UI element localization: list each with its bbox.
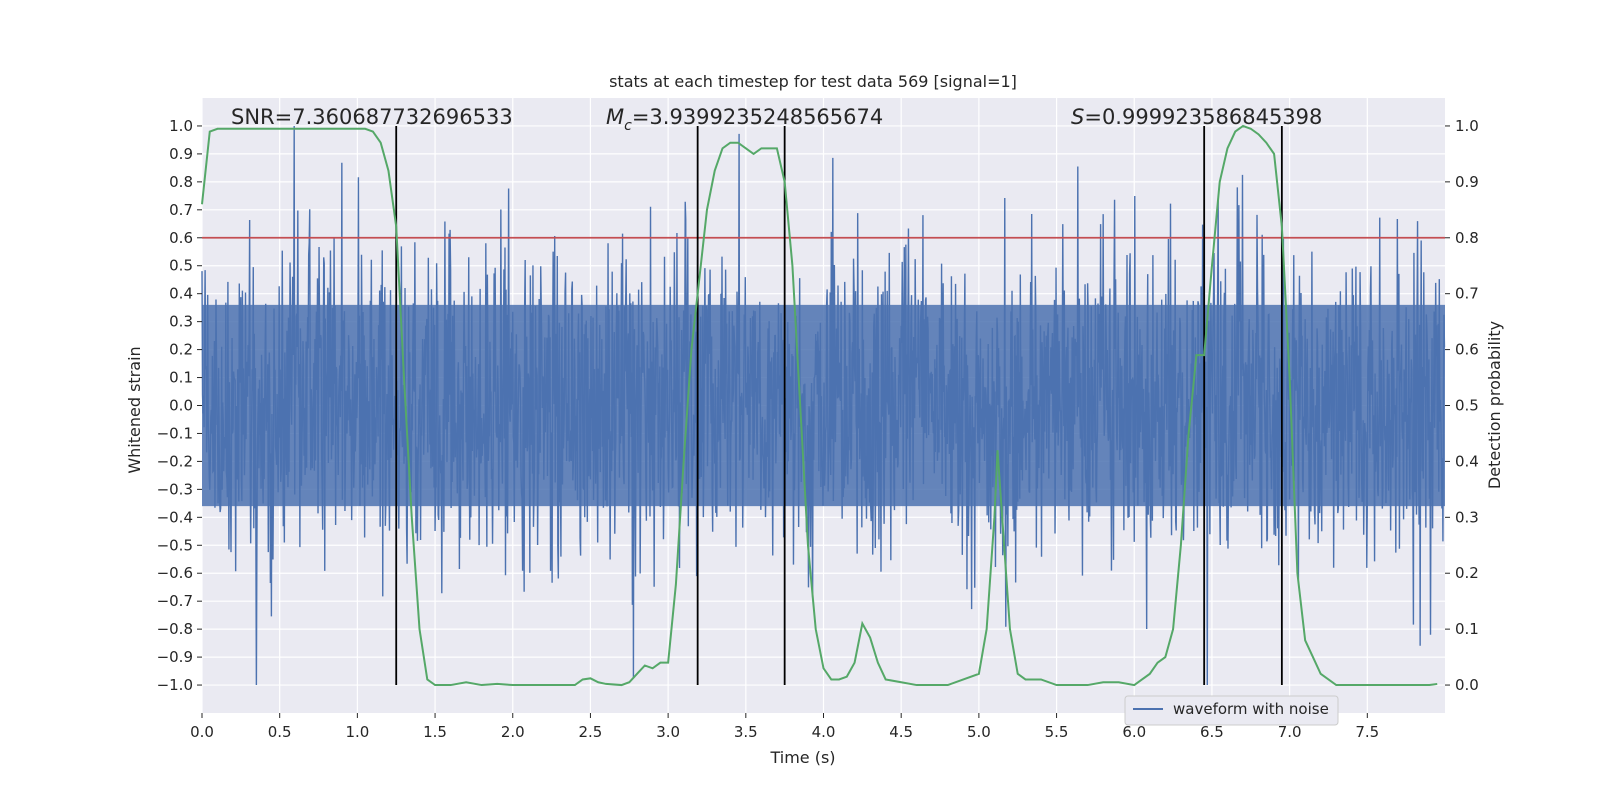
y2-tick-label: 0.1 [1455, 620, 1479, 638]
snr-annotation: SNR=7.360687732696533 [231, 105, 513, 129]
y2-tick-label: 0.6 [1455, 341, 1479, 359]
y-tick-label: 0.4 [169, 285, 193, 303]
x-tick-label: 1.5 [423, 723, 447, 741]
x-tick-label: 7.5 [1355, 723, 1379, 741]
x-tick-label: 3.5 [734, 723, 758, 741]
x-tick-label: 6.5 [1200, 723, 1224, 741]
y-tick-label: −0.7 [157, 592, 193, 610]
y-axis-label: Whitened strain [125, 346, 144, 473]
x-tick-label: 2.0 [501, 723, 525, 741]
x-tick-label: 5.0 [967, 723, 991, 741]
y2-tick-label: 0.4 [1455, 452, 1479, 470]
y-tick-label: 0.5 [169, 257, 193, 275]
x-tick-label: 3.0 [656, 723, 680, 741]
y-tick-label: 0.8 [169, 173, 193, 191]
y2-tick-label: 0.8 [1455, 229, 1479, 247]
x-tick-label: 0.0 [190, 723, 214, 741]
waveform-core-band [202, 304, 1445, 507]
y-tick-label: 0.6 [169, 229, 193, 247]
y2-tick-label: 0.7 [1455, 285, 1479, 303]
legend-box [1124, 695, 1339, 726]
y-tick-label: −1.0 [157, 676, 193, 694]
y-tick-label: 0.3 [169, 313, 193, 331]
x-tick-label: 0.5 [268, 723, 292, 741]
y-tick-label: −0.2 [157, 452, 193, 470]
y-tick-label: 0.7 [169, 201, 193, 219]
s-annotation: S=0.999923586845398 [1071, 105, 1322, 129]
s-symbol: S [1071, 105, 1084, 129]
y-tick-label: 0.2 [169, 341, 193, 359]
y2-tick-label: 0.3 [1455, 508, 1479, 526]
y-tick-label: −0.9 [157, 648, 193, 666]
chirp-mass-symbol: M [606, 105, 624, 129]
legend: waveform with noise [1124, 695, 1339, 726]
chirp-mass-annotation: Mc=3.9399235248565674 [606, 105, 883, 134]
x-tick-label: 1.0 [345, 723, 369, 741]
x-tick-label: 2.5 [579, 723, 603, 741]
chirp-mass-subscript: c [624, 118, 632, 134]
y-tick-labels: 1.0 0.9 0.8 0.7 0.6 0.5 0.4 0.3 0.2 0.1 0.0 −0.1 −0.… [157, 117, 202, 694]
y2-tick-label: 0.2 [1455, 564, 1479, 582]
detection-probability-line [201, 124, 1438, 687]
y2-tick-label: 1.0 [1455, 117, 1479, 135]
y2-tick-label: 0.9 [1455, 173, 1479, 191]
chirp-mass-value: =3.9399235248565674 [632, 105, 883, 129]
detection-probability-series [201, 124, 1438, 687]
y2-axis-label: Detection probability [1485, 321, 1504, 489]
y-tick-label: 0.9 [169, 145, 193, 163]
y-tick-label: 1.0 [169, 117, 193, 135]
y-tick-label: −0.5 [157, 536, 193, 554]
y-tick-label: −0.3 [157, 480, 193, 498]
x-tick-labels: 0.0 0.5 1.0 1.5 2.0 2.5 3.0 3.5 4.0 4.5 5.0 5.5 6.0 6… [190, 713, 1379, 741]
y-tick-label: 0.1 [169, 369, 193, 387]
x-tick-label: 6.0 [1122, 723, 1146, 741]
x-axis-label: Time (s) [769, 748, 835, 767]
y-tick-label: −0.6 [157, 564, 193, 582]
y-tick-label: −0.4 [157, 508, 193, 526]
y-tick-label: −0.8 [157, 620, 193, 638]
y-tick-label: −0.1 [157, 424, 193, 442]
legend-entry: waveform with noise [1173, 700, 1329, 718]
y2-tick-label: 0.5 [1455, 397, 1479, 415]
x-tick-label: 7.0 [1278, 723, 1302, 741]
x-tick-label: 4.5 [889, 723, 913, 741]
y2-tick-labels: 1.0 0.9 0.8 0.7 0.6 0.5 0.4 0.3 0.2 0.1 0.0 [1445, 117, 1479, 694]
y-tick-label: 0.0 [169, 397, 193, 415]
x-tick-label: 4.0 [812, 723, 836, 741]
chart-title: stats at each timestep for test data 569… [609, 72, 1017, 91]
x-tick-label: 5.5 [1045, 723, 1069, 741]
s-value: =0.999923586845398 [1084, 105, 1322, 129]
y2-tick-label: 0.0 [1455, 676, 1479, 694]
